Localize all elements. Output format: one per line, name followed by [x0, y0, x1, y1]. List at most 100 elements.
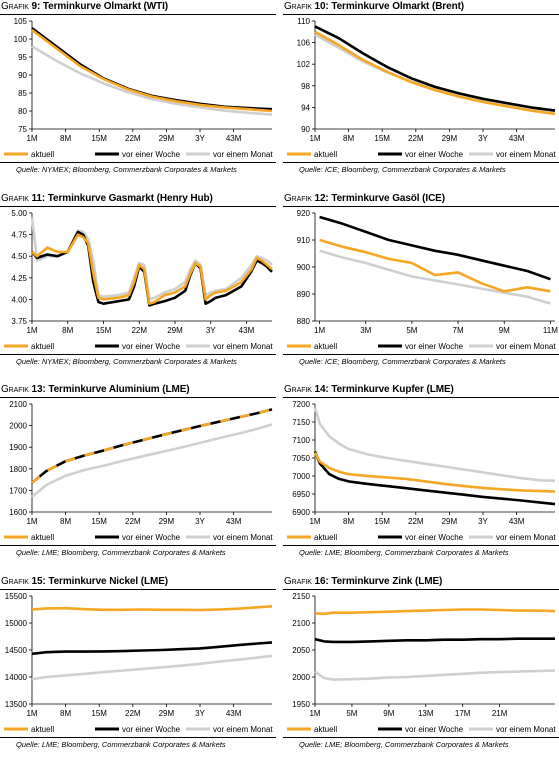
legend-label: aktuell	[314, 342, 337, 351]
y-tick-label: 910	[297, 236, 311, 245]
chart-title: Grafik 12: Terminkurve Gasöl (ICE)	[284, 193, 445, 204]
chart-source: Quelle: LME; Bloomberg, Commerzbank Corp…	[16, 740, 226, 749]
y-tick-label: 106	[297, 39, 311, 48]
series-group	[314, 608, 556, 681]
chart-title: Grafik 10: Terminkurve Olmarkt (Brent)	[284, 1, 464, 12]
x-tick-label: 15M	[96, 326, 112, 335]
chart-source: Quelle: ICE; Bloomberg, Commerzbank Corp…	[299, 165, 506, 174]
legend-label: vor einem Monat	[213, 342, 273, 351]
chart-number: 15:	[31, 576, 49, 587]
x-tick-label: 29M	[159, 517, 175, 526]
y-tick-label: 2000	[292, 673, 310, 682]
x-tick-label: 8M	[343, 134, 354, 143]
x-tick-label: 43M	[226, 517, 242, 526]
series-line-vor-einem-Monat	[314, 669, 556, 681]
chart-title: Grafik 16: Terminkurve Zink (LME)	[284, 576, 442, 587]
y-tick-label: 900	[297, 263, 311, 272]
y-tick-label: 1700	[9, 486, 27, 495]
axes: 75 80 85 90 95 100 105 1M 8M 15M 22M 29M 3Y 43M	[14, 17, 272, 143]
legend-label: aktuell	[31, 342, 54, 351]
series-line-vor-einer-Woche	[319, 215, 551, 281]
bottom-rule	[283, 354, 559, 355]
chart-title-text: Terminkurve Kupfer (LME)	[331, 384, 454, 395]
chart-title-text: Terminkurve Nickel (LME)	[48, 576, 168, 587]
y-tick-label: 920	[297, 209, 311, 218]
legend-label: aktuell	[314, 725, 337, 734]
y-tick-label: 1900	[9, 443, 27, 452]
legend-label: aktuell	[31, 725, 54, 734]
y-tick-label: 105	[14, 17, 28, 26]
legend-label: aktuell	[314, 533, 337, 542]
y-tick-label: 7150	[292, 418, 310, 427]
series-line-vor-einer-Woche	[314, 637, 555, 644]
chart-svg: 90 94 98 102 106 110 1M 8M 15M 22M 29M 3Y 43M aktuell…	[287, 17, 556, 159]
title-rule	[283, 14, 559, 15]
chart-number: 11:	[31, 193, 48, 204]
legend: aktuell vor einer Woche vor einem Monat	[4, 725, 273, 734]
y-tick-label: 890	[297, 290, 311, 299]
chart-title-prefix: Grafik	[1, 193, 32, 204]
x-tick-label: 22M	[125, 517, 141, 526]
x-tick-label: 43M	[509, 134, 525, 143]
x-tick-label: 22M	[125, 134, 141, 143]
x-tick-label: 15M	[91, 709, 107, 718]
x-tick-label: 8M	[60, 134, 71, 143]
x-tick-label: 8M	[60, 709, 71, 718]
legend: aktuell vor einer Woche vor einem Monat	[4, 150, 273, 159]
y-tick-label: 1600	[9, 508, 27, 517]
chart-number: 16:	[314, 576, 332, 587]
chart-source: Quelle: LME; Bloomberg, Commerzbank Corp…	[299, 740, 509, 749]
bottom-rule	[283, 737, 559, 738]
x-tick-label: 43M	[226, 134, 242, 143]
chart-source: Quelle: ICE; Bloomberg, Commerzbank Corp…	[299, 357, 506, 366]
x-tick-label: 3Y	[478, 517, 488, 526]
series-line-vor-einer-Woche	[31, 230, 273, 307]
y-tick-label: 4.25	[11, 274, 27, 283]
series-group	[314, 25, 556, 116]
chart-number: 13:	[31, 384, 49, 395]
bottom-rule	[0, 545, 276, 546]
y-tick-label: 14500	[5, 646, 28, 655]
x-tick-label: 22M	[408, 517, 424, 526]
x-tick-label: 1M	[309, 134, 320, 143]
series-line-aktuell	[314, 608, 556, 616]
chart-title-prefix: Grafik	[284, 193, 315, 204]
chart-title-text: Terminkurve Zink (LME)	[331, 576, 443, 587]
legend-label: aktuell	[31, 533, 54, 542]
x-tick-label: 5M	[346, 709, 357, 718]
chart-panel-wti: Grafik 9: Terminkurve Olmarkt (WTI) 75 80 8…	[0, 0, 276, 188]
x-tick-label: 7M	[453, 326, 464, 335]
axes: 880 890 900 910 920 1M 3M 5M 7M 9M 11M	[297, 209, 559, 335]
series-line-vor-einem-Monat	[31, 654, 273, 681]
chart-panel-kupfer: Grafik 14: Terminkurve Kupfer (LME) 6900 6…	[283, 383, 559, 571]
chart-title: Grafik 11: Terminkurve Gasmarkt (Henry H…	[1, 193, 213, 204]
x-tick-label: 3Y	[195, 134, 205, 143]
chart-svg: 13500 14000 14500 15000 15500 1M 8M 15M 22M 29M 3Y…	[4, 592, 273, 734]
y-tick-label: 110	[297, 17, 310, 26]
series-line-vor-einer-Woche	[31, 408, 273, 484]
chart-number: 12:	[314, 193, 332, 204]
axes: 6900 6950 7000 7050 7100 7150 7200 1M 8M 15M 22M 29…	[292, 400, 555, 526]
chart-panel-gasoil: Grafik 12: Terminkurve Gasöl (ICE) 880 890…	[283, 192, 559, 380]
y-tick-label: 5.00	[11, 209, 27, 218]
y-tick-label: 90	[18, 71, 27, 80]
series-group	[30, 217, 273, 307]
series-line-vor-einem-Monat	[319, 249, 551, 305]
chart-svg: 6900 6950 7000 7050 7100 7150 7200 1M 8M 15M 22M 29…	[287, 400, 556, 542]
y-tick-label: 6950	[292, 490, 310, 499]
x-tick-label: 15M	[374, 517, 390, 526]
legend: aktuell vor einer Woche vor einem Monat	[287, 342, 556, 351]
series-line-vor-einem-Monat	[313, 407, 556, 482]
legend: aktuell vor einer Woche vor einem Monat	[287, 150, 556, 159]
chart-panel-brent: Grafik 10: Terminkurve Olmarkt (Brent) 90…	[283, 0, 559, 188]
series-line-vor-einer-Woche	[313, 451, 556, 506]
y-tick-label: 2050	[292, 646, 310, 655]
x-tick-label: 21M	[492, 709, 508, 718]
axes: 13500 14000 14500 15000 15500 1M 8M 15M 22M 29M 3Y…	[5, 592, 272, 718]
chart-svg: 1600 1700 1800 1900 2000 2100 1M 8M 15M 22M 29M 3Y 4…	[4, 400, 273, 542]
x-tick-label: 1M	[26, 709, 37, 718]
chart-panel-aluminium: Grafik 13: Terminkurve Aluminium (LME) 16…	[0, 383, 276, 571]
axes: 1600 1700 1800 1900 2000 2100 1M 8M 15M 22M 29M 3Y 4…	[9, 400, 272, 526]
chart-title-prefix: Grafik	[284, 576, 315, 587]
title-rule	[283, 589, 559, 590]
